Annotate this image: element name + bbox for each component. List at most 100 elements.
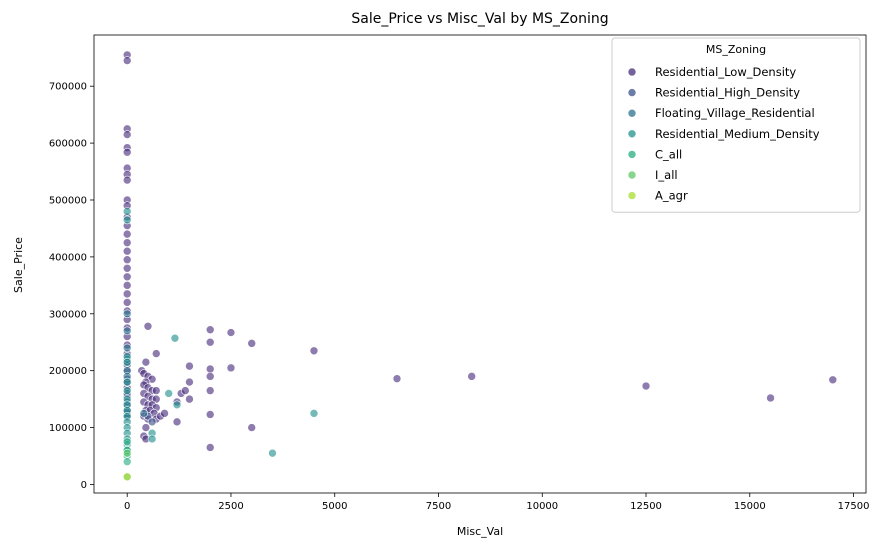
- data-point: [122, 130, 132, 139]
- data-point: [205, 325, 215, 335]
- data-point: [170, 333, 180, 343]
- data-point: [172, 400, 182, 410]
- legend-marker: [627, 67, 637, 77]
- data-point: [185, 394, 194, 404]
- legend-marker: [627, 191, 637, 200]
- data-point: [141, 357, 151, 367]
- x-tick-label: 2500: [218, 501, 243, 512]
- data-point: [147, 434, 157, 444]
- legend-marker: [627, 108, 637, 118]
- data-point: [151, 386, 161, 395]
- data-point: [147, 417, 157, 427]
- x-tick-label: 12500: [630, 501, 662, 512]
- data-point: [122, 272, 132, 282]
- data-point: [122, 175, 132, 185]
- y-tick-label: 400000: [49, 252, 87, 263]
- legend-label: A_agr: [655, 189, 688, 203]
- data-point: [205, 386, 215, 395]
- data-point: [185, 377, 194, 387]
- data-point: [172, 417, 182, 427]
- data-points: [122, 50, 838, 482]
- data-point: [122, 56, 132, 65]
- legend-label: Floating_Village_Residential: [655, 106, 815, 120]
- data-point: [143, 321, 153, 331]
- x-tick-label: 5000: [322, 501, 347, 512]
- y-tick-label: 100000: [49, 423, 87, 434]
- y-axis-label: Sale_Price: [12, 237, 25, 293]
- x-axis-label: Misc_Val: [457, 525, 503, 538]
- legend-label: Residential_Medium_Density: [655, 127, 820, 141]
- y-tick-label: 300000: [49, 309, 87, 320]
- data-point: [122, 377, 132, 387]
- data-point: [122, 246, 132, 256]
- x-tick-label: 0: [124, 501, 130, 512]
- data-point: [122, 207, 132, 216]
- data-point: [205, 443, 215, 452]
- legend-marker: [627, 150, 637, 159]
- data-point: [247, 339, 257, 348]
- data-point: [122, 215, 132, 225]
- axes: 0 2500 5000 7500 10000 12500 15000 17500 0 100000…: [49, 34, 870, 512]
- data-point: [828, 375, 838, 385]
- y-tick-label: 0: [81, 480, 87, 491]
- data-point: [309, 409, 319, 418]
- data-point: [247, 423, 257, 432]
- data-point: [226, 363, 236, 373]
- data-point: [122, 386, 132, 395]
- data-point: [122, 229, 132, 239]
- data-point: [122, 238, 132, 247]
- data-point: [122, 437, 132, 447]
- data-point: [205, 372, 215, 381]
- legend-title: MS_Zoning: [706, 43, 766, 56]
- legend-marker: [627, 88, 637, 97]
- legend-box: [611, 37, 861, 213]
- legend-label: I_all: [655, 168, 678, 182]
- data-point: [122, 147, 132, 157]
- legend-label: Residential_High_Density: [655, 86, 800, 100]
- data-point: [122, 343, 132, 353]
- legend: MS_Zoning Residential_Low_Density Resident…: [611, 37, 861, 213]
- data-point: [392, 374, 402, 383]
- data-point: [268, 448, 277, 458]
- data-point: [141, 423, 151, 432]
- data-point: [205, 410, 215, 419]
- y-tick-label: 500000: [49, 195, 87, 206]
- data-point: [122, 281, 132, 290]
- data-point: [122, 472, 132, 482]
- data-point: [122, 255, 132, 265]
- data-point: [185, 361, 194, 371]
- data-point: [122, 289, 132, 299]
- y-tick-label: 700000: [49, 82, 87, 93]
- data-point: [122, 457, 132, 467]
- data-point: [226, 328, 236, 337]
- data-point: [164, 389, 174, 398]
- data-point: [151, 349, 161, 358]
- plot-frame: [93, 34, 867, 494]
- y-tick-label: 200000: [49, 366, 87, 377]
- data-point: [139, 409, 149, 418]
- data-point: [122, 448, 132, 458]
- data-point: [641, 381, 651, 391]
- legend-marker: [627, 129, 637, 139]
- legend-label: Residential_Low_Density: [655, 65, 796, 79]
- legend-marker: [627, 170, 637, 180]
- y-tick-label: 600000: [49, 139, 87, 150]
- data-point: [205, 337, 215, 347]
- data-point: [766, 393, 775, 403]
- chart-title: Sale_Price vs Misc_Val by MS_Zoning: [351, 11, 608, 27]
- legend-label: C_all: [655, 147, 682, 161]
- data-point: [467, 372, 476, 381]
- data-point: [205, 364, 215, 374]
- data-point: [181, 386, 190, 395]
- data-point: [122, 298, 132, 307]
- data-point: [122, 263, 132, 273]
- x-tick-label: 7500: [426, 501, 451, 512]
- data-point: [122, 326, 132, 336]
- data-point: [122, 357, 132, 367]
- data-point: [122, 309, 132, 319]
- x-tick-label: 15000: [734, 501, 766, 512]
- data-point: [309, 346, 319, 356]
- x-tick-label: 17500: [838, 501, 870, 512]
- x-tick-label: 10000: [526, 501, 558, 512]
